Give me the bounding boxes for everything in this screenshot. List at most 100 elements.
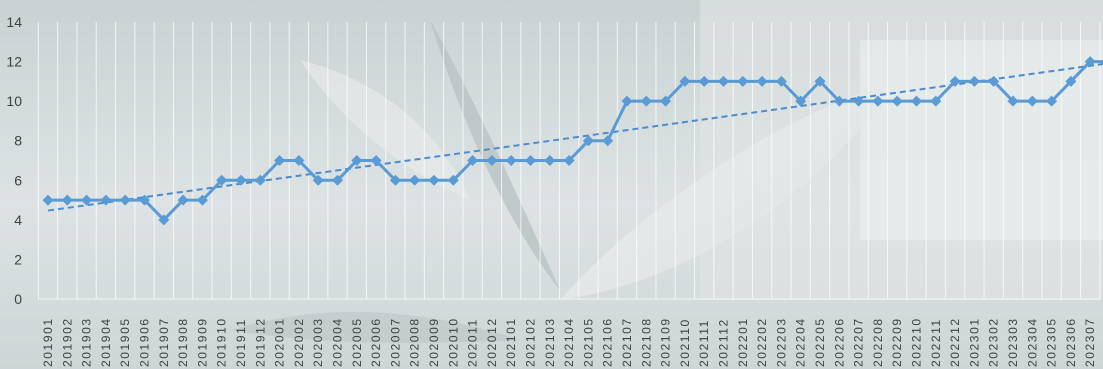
x-tick-label: 202112 bbox=[717, 318, 731, 367]
grid bbox=[37, 22, 1101, 300]
data-point bbox=[563, 155, 575, 166]
y-tick-label: 14 bbox=[6, 14, 22, 30]
data-point bbox=[602, 135, 614, 147]
x-tick-label: 202301 bbox=[967, 317, 981, 367]
data-point bbox=[42, 194, 54, 206]
x-tick-label: 201910 bbox=[215, 317, 229, 367]
data-point bbox=[447, 174, 459, 186]
x-tick-label: 202012 bbox=[485, 317, 499, 367]
y-axis: 0 2 4 6 8 10 12 14 bbox=[6, 14, 22, 307]
linear-trendline bbox=[47, 62, 1103, 212]
x-tick-label: 202106 bbox=[601, 317, 615, 367]
x-tick-label: 202306 bbox=[1064, 317, 1078, 367]
data-point bbox=[1084, 56, 1096, 68]
x-tick-label: 202011 bbox=[466, 318, 480, 367]
x-tick-label: 202007 bbox=[388, 317, 402, 367]
data-point bbox=[872, 95, 884, 107]
data-point bbox=[640, 95, 652, 107]
data-point bbox=[968, 75, 980, 87]
data-point bbox=[853, 95, 865, 107]
x-tick-label: 202003 bbox=[311, 317, 325, 367]
x-tick-label: 202210 bbox=[910, 317, 924, 367]
y-tick-label: 8 bbox=[14, 133, 22, 149]
data-point bbox=[428, 174, 440, 186]
x-axis: 201901 201902 201903 201904 201905 201906 2019… bbox=[41, 317, 1103, 367]
data-point bbox=[1065, 75, 1077, 87]
x-tick-label: 202103 bbox=[543, 317, 557, 367]
data-point bbox=[467, 155, 479, 166]
x-tick-label: 202207 bbox=[852, 317, 866, 367]
x-tick-label: 201904 bbox=[99, 317, 113, 367]
data-point bbox=[621, 95, 633, 107]
data-point bbox=[1046, 95, 1058, 107]
data-point bbox=[582, 135, 594, 147]
x-tick-label: 202009 bbox=[427, 317, 441, 367]
data-point bbox=[293, 155, 305, 166]
data-point bbox=[795, 95, 807, 107]
data-point bbox=[660, 95, 672, 107]
y-tick-label: 12 bbox=[6, 54, 22, 70]
x-tick-label: 201912 bbox=[253, 317, 267, 367]
x-tick-label: 202302 bbox=[987, 317, 1001, 367]
data-point bbox=[196, 194, 208, 206]
x-tick-label: 201903 bbox=[80, 317, 94, 367]
y-tick-label: 4 bbox=[14, 212, 22, 228]
x-tick-label: 201909 bbox=[195, 317, 209, 367]
data-point bbox=[679, 75, 691, 87]
data-point bbox=[775, 75, 787, 87]
data-point bbox=[254, 174, 266, 186]
data-point bbox=[216, 174, 228, 186]
x-tick-label: 202305 bbox=[1045, 317, 1059, 367]
data-point bbox=[911, 95, 922, 107]
x-tick-label: 202105 bbox=[581, 317, 595, 367]
x-tick-label: 202208 bbox=[871, 317, 885, 367]
x-tick-label: 201911 bbox=[234, 318, 248, 367]
x-tick-label: 202108 bbox=[639, 317, 653, 367]
data-point bbox=[525, 155, 536, 166]
x-tick-label: 202206 bbox=[832, 317, 846, 367]
x-tick-label: 202304 bbox=[1025, 317, 1039, 367]
data-point bbox=[100, 194, 112, 206]
x-tick-label: 202212 bbox=[948, 317, 962, 367]
data-point bbox=[891, 95, 903, 107]
x-tick-label: 201905 bbox=[118, 317, 132, 367]
x-tick-label: 202104 bbox=[562, 317, 576, 367]
x-tick-label: 202010 bbox=[446, 317, 460, 367]
data-point bbox=[486, 155, 498, 166]
data-point bbox=[235, 174, 247, 186]
data-point bbox=[119, 194, 131, 206]
data-point bbox=[544, 155, 556, 166]
x-tick-label: 202111 bbox=[697, 319, 711, 367]
y-tick-label: 10 bbox=[6, 93, 22, 109]
y-tick-label: 6 bbox=[14, 172, 22, 188]
data-point bbox=[61, 194, 73, 206]
x-tick-label: 201902 bbox=[60, 317, 74, 367]
data-point bbox=[1026, 95, 1038, 107]
data-point bbox=[1007, 95, 1019, 107]
data-point bbox=[698, 75, 710, 87]
x-tick-label: 202005 bbox=[350, 317, 364, 367]
trendline bbox=[47, 62, 1103, 212]
x-tick-label: 202110 bbox=[678, 318, 692, 367]
data-point bbox=[332, 174, 343, 186]
data-point bbox=[409, 174, 421, 186]
data-point bbox=[949, 75, 961, 87]
x-tick-label: 202002 bbox=[292, 317, 306, 367]
x-tick-label: 202008 bbox=[408, 317, 422, 367]
x-tick-label: 202004 bbox=[331, 317, 345, 367]
data-point bbox=[930, 95, 942, 107]
data-point bbox=[814, 75, 826, 87]
x-tick-label: 202303 bbox=[1006, 317, 1020, 367]
data-point bbox=[756, 75, 768, 87]
data-point bbox=[389, 174, 401, 186]
data-point bbox=[158, 214, 170, 226]
x-tick-label: 202201 bbox=[736, 317, 750, 367]
x-tick-label: 201901 bbox=[41, 317, 55, 367]
x-tick-label: 201906 bbox=[138, 317, 152, 367]
x-tick-label: 202202 bbox=[755, 317, 769, 367]
x-tick-label: 201907 bbox=[157, 317, 171, 367]
x-tick-label: 202307 bbox=[1083, 317, 1097, 367]
x-tick-label: 202001 bbox=[273, 317, 287, 367]
x-tick-label: 202205 bbox=[813, 317, 827, 367]
